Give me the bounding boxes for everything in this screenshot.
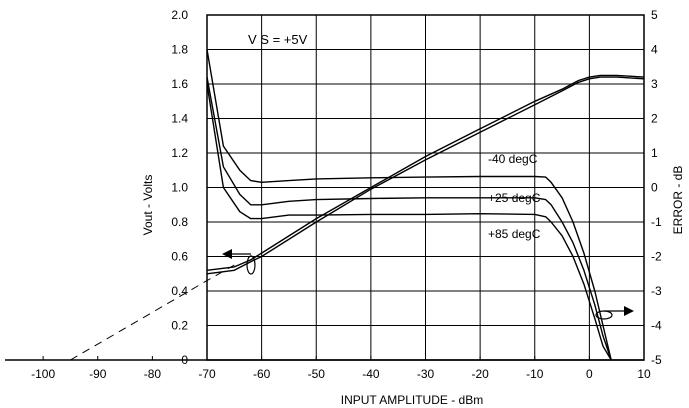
y-right-tick-label: -5 — [651, 353, 662, 367]
y-left-tick-label: 1.2 — [171, 146, 188, 160]
x-tick-label: -100 — [31, 367, 55, 381]
y-right-tick-label: -3 — [651, 284, 662, 298]
y-right-tick-label: 1 — [651, 146, 658, 160]
y-right-tick-label: 4 — [651, 43, 658, 57]
series-line-2 — [206, 83, 612, 361]
y-right-tick-label: -4 — [651, 319, 662, 333]
series-line-4 — [206, 74, 645, 271]
y-left-tick-label: 0.8 — [171, 215, 188, 229]
left-axis-pointer — [222, 249, 256, 275]
y-right-tick-label: 5 — [651, 8, 658, 22]
right-axis-pointer — [595, 306, 634, 320]
x-tick-label: -50 — [308, 367, 326, 381]
y-left-tick-label: 1.6 — [171, 77, 188, 91]
y-axis-title-left: Vout - Volts — [141, 175, 155, 236]
series-line-1 — [206, 49, 612, 361]
supply-annotation: V S = +5V — [248, 32, 308, 47]
extended-x-axis — [5, 356, 645, 361]
y-left-tick-label: 1.0 — [171, 181, 188, 195]
x-tick-label: -20 — [471, 367, 489, 381]
x-tick-label: -40 — [362, 367, 380, 381]
y-right-tick-label: 3 — [651, 77, 658, 91]
series-label-minus40: -40 degC — [488, 152, 538, 166]
x-tick-label: -10 — [526, 367, 544, 381]
tick-labels: -100 -90 -80 -70 -60 -50 -40 -30 -20 -10 0 1000.20.… — [31, 8, 662, 381]
y-right-tick-label: 2 — [651, 112, 658, 126]
y-left-tick-label: 0.4 — [171, 284, 188, 298]
x-tick-label: -70 — [198, 367, 216, 381]
y-right-tick-label: -2 — [651, 250, 662, 264]
x-tick-label: 10 — [637, 367, 651, 381]
y-right-tick-label: 0 — [651, 181, 658, 195]
series-line-5 — [70, 264, 235, 361]
series-label-plus25: +25 degC — [488, 191, 541, 205]
x-tick-label: -80 — [144, 367, 162, 381]
series-line-0 — [206, 76, 612, 361]
x-tick-label: -60 — [253, 367, 271, 381]
y-left-tick-label: 2.0 — [171, 8, 188, 22]
y-left-tick-label: 1.8 — [171, 43, 188, 57]
x-tick-label: -90 — [89, 367, 107, 381]
series-label-plus85: +85 degC — [488, 227, 541, 241]
x-tick-label: 0 — [586, 367, 593, 381]
y-left-tick-label: 0.6 — [171, 250, 188, 264]
grid — [206, 14, 645, 361]
y-left-tick-label: 0.2 — [171, 319, 188, 333]
x-tick-label: -30 — [417, 367, 435, 381]
y-axis-title-right: ERROR - dB — [671, 166, 685, 235]
y-left-tick-label: 0 — [181, 353, 188, 367]
y-right-tick-label: -1 — [651, 215, 662, 229]
y-left-tick-label: 1.4 — [171, 112, 188, 126]
series-layer — [70, 49, 645, 361]
x-axis-title: INPUT AMPLITUDE - dBm — [341, 393, 483, 407]
